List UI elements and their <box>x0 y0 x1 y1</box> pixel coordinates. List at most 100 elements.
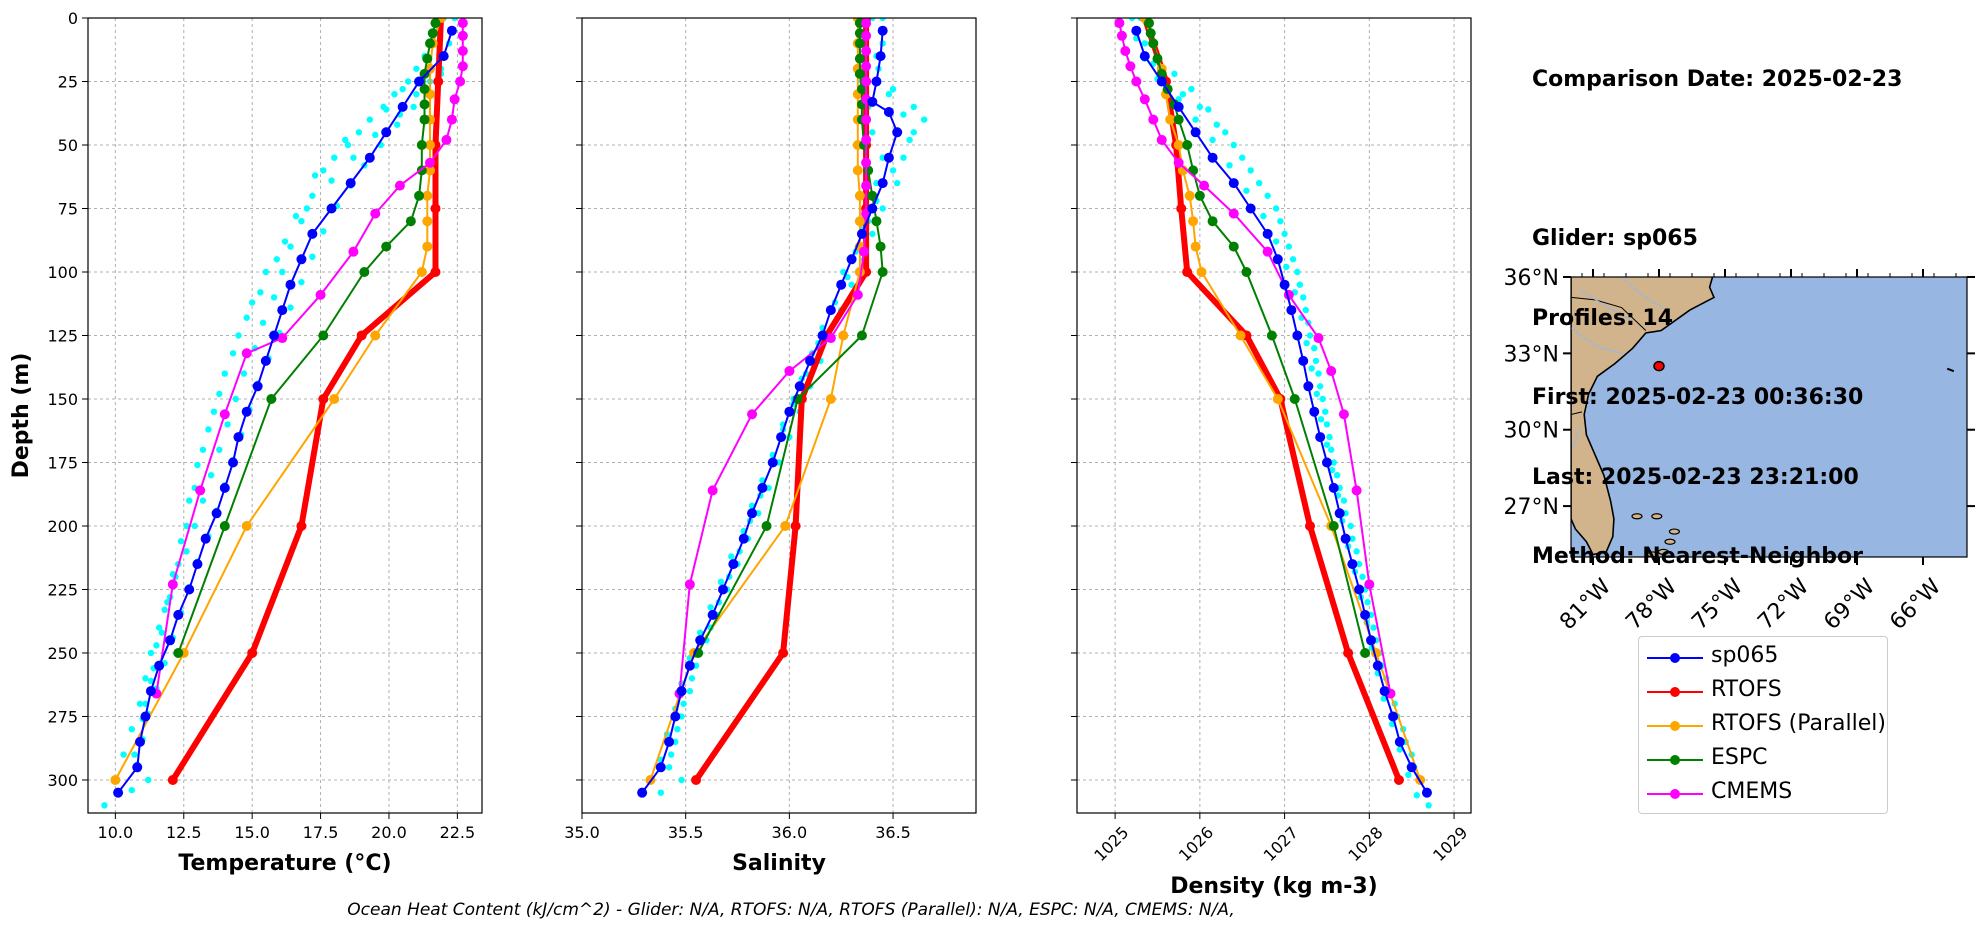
glider-profile-point <box>1353 548 1360 555</box>
series-point <box>883 106 894 117</box>
glider-profile-point <box>1425 802 1432 809</box>
series-point <box>430 266 441 277</box>
glider-profile-point <box>697 629 704 636</box>
glider-profile-point <box>142 675 149 682</box>
glider-profile-point <box>287 304 294 311</box>
series-point <box>134 736 145 747</box>
glider-profile-point <box>216 390 223 398</box>
series-point <box>113 787 124 798</box>
coastline <box>1571 277 1716 556</box>
series-point <box>315 289 326 300</box>
series-point <box>1340 533 1351 544</box>
glider-profile-point <box>1333 471 1341 479</box>
series-point <box>1116 30 1127 41</box>
series-point <box>861 134 872 145</box>
series-point <box>1343 647 1354 658</box>
series-point <box>1354 584 1365 595</box>
map-frame <box>1570 276 1968 558</box>
x-tick-label: 36.0 <box>772 823 808 842</box>
series-point <box>871 216 882 227</box>
series-point <box>318 393 329 404</box>
glider-profile-point <box>1179 90 1187 98</box>
glider-profile-point <box>674 725 681 733</box>
series-point <box>684 579 695 590</box>
series-point <box>1262 246 1273 257</box>
glider-profile-point <box>366 116 374 123</box>
series-point <box>856 84 867 95</box>
glider-profile-point <box>287 243 294 250</box>
glider-profile-point <box>1319 395 1326 403</box>
glider-profile-point <box>1300 294 1307 301</box>
glider-profile-point <box>207 471 215 479</box>
glider-profile-point <box>1364 598 1371 606</box>
series-point <box>277 333 288 344</box>
legend-label: sp065 <box>1711 643 1779 668</box>
series-point <box>1272 393 1283 404</box>
glider-profile-point <box>900 154 907 161</box>
series-point <box>861 30 872 41</box>
land-layer <box>1571 277 1955 557</box>
glider-profile-point <box>309 192 316 199</box>
series-point <box>277 305 288 316</box>
glider-profile-point <box>879 205 886 212</box>
glider-profile-point <box>292 212 300 220</box>
x-tick-label: 1026 <box>1175 823 1217 865</box>
glider-name: Glider: sp065 <box>1532 226 1698 251</box>
series-point <box>154 660 165 671</box>
series-point <box>854 216 865 227</box>
glider-profile-point <box>1396 746 1404 753</box>
x-axis-label: Temperature (°C) <box>178 851 391 876</box>
series-point <box>370 208 381 219</box>
glider-profile-point <box>885 90 893 98</box>
glider-profile-point <box>1171 70 1178 78</box>
series-point <box>664 736 675 747</box>
glider-profile-point <box>1285 243 1293 250</box>
legend-swatch-sp065 <box>1647 653 1703 663</box>
glider-profile-point <box>1247 167 1254 174</box>
series-point <box>1228 241 1239 252</box>
glider-profile-point <box>1264 192 1271 199</box>
glider-profile-point <box>147 649 155 657</box>
glider-profile-point <box>1239 154 1246 161</box>
series-point <box>676 686 687 697</box>
series-point <box>1289 393 1300 404</box>
series-point <box>110 774 121 785</box>
glider-profile-point <box>1209 136 1216 144</box>
series-point <box>419 68 430 79</box>
x-tick-label: 20.0 <box>371 823 407 842</box>
glider-profile-point <box>257 289 264 296</box>
x-tick-label: 1027 <box>1260 823 1302 865</box>
glider-profile-point <box>320 167 327 174</box>
series-point <box>414 76 425 87</box>
series-line-cmems <box>155 23 464 694</box>
series-point <box>684 660 695 671</box>
legend-label: RTOFS <box>1711 677 1782 702</box>
glider-profile-point <box>1213 121 1221 128</box>
glider-profile-point <box>199 497 207 504</box>
series-point <box>345 178 356 189</box>
x-tick-label: 36.5 <box>875 823 911 842</box>
series-point <box>419 114 430 125</box>
glider-profile-point <box>229 350 237 357</box>
series-point <box>1176 203 1187 214</box>
series-point <box>852 165 863 176</box>
island <box>1664 538 1676 545</box>
glider-profile-point <box>1243 187 1250 194</box>
series-point <box>1207 152 1218 163</box>
glider-profile-point <box>240 370 248 377</box>
glider-profile-point <box>232 395 239 403</box>
series-point <box>747 409 758 420</box>
series-point <box>397 101 408 112</box>
series-point <box>1207 216 1218 227</box>
glider-profile-point <box>194 461 201 469</box>
series-point <box>784 366 795 377</box>
series-point <box>260 355 271 366</box>
series-point <box>776 432 787 443</box>
island <box>1651 513 1663 520</box>
glider-profile-point <box>1281 230 1288 238</box>
series-point <box>892 127 903 138</box>
series-point <box>219 409 230 420</box>
series-point <box>1347 559 1358 570</box>
series-point <box>394 180 405 191</box>
series-point <box>1131 25 1142 36</box>
